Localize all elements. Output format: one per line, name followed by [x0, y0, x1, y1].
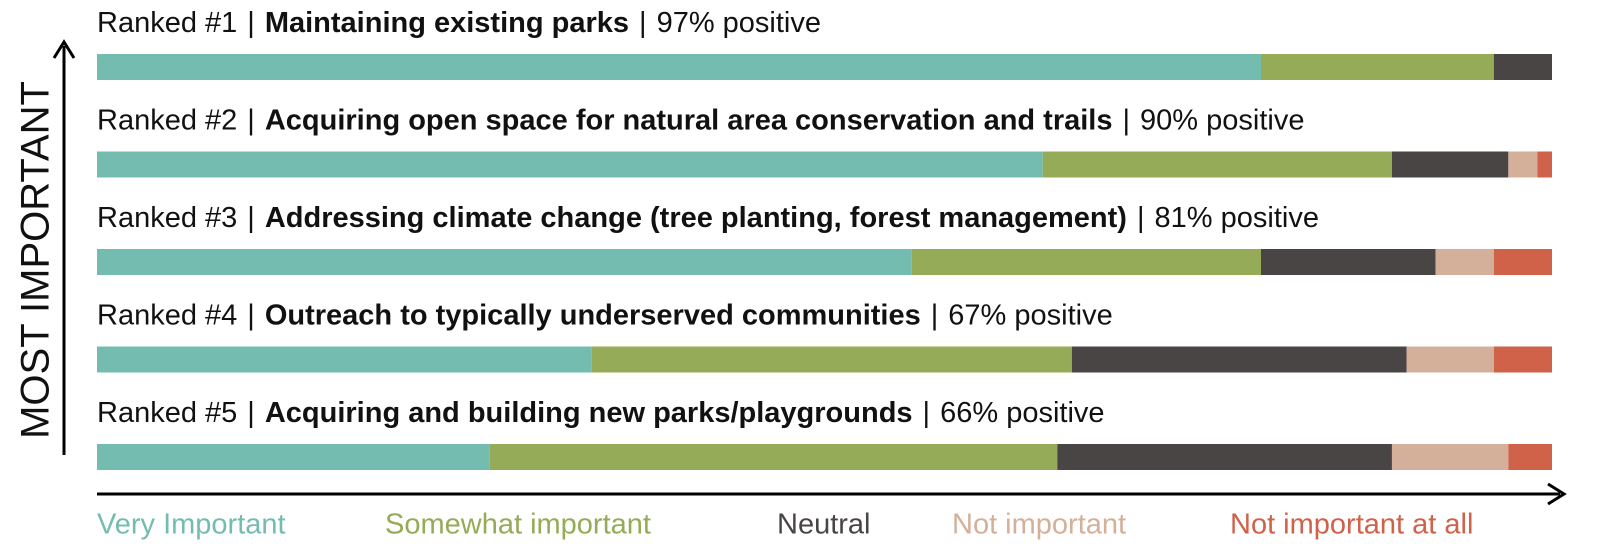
separator: |	[247, 7, 255, 39]
bar-segment	[1406, 346, 1494, 373]
bar-segment	[1493, 54, 1552, 80]
separator: |	[247, 202, 255, 234]
y-axis-label: MOST IMPORTANT	[14, 81, 58, 439]
category-name: Maintaining existing parks	[265, 7, 629, 39]
bar-segment	[1508, 444, 1552, 470]
separator: |	[247, 397, 255, 429]
rank: Ranked #4	[97, 299, 237, 331]
separator: |	[639, 7, 647, 39]
positive-label: 66% positive	[940, 397, 1104, 429]
bar-segment	[97, 346, 592, 373]
bar-segment	[1071, 346, 1407, 373]
bar-segment	[1261, 54, 1494, 80]
legend-entry: Somewhat important	[385, 509, 651, 541]
rank: Ranked #2	[97, 104, 237, 136]
rank: Ranked #1	[97, 7, 237, 39]
category-name: Acquiring open space for natural area co…	[265, 104, 1113, 136]
row-label: Ranked #5 | Acquiring and building new par…	[97, 397, 1105, 429]
bar-segment	[1261, 249, 1436, 275]
separator: |	[247, 104, 255, 136]
legend-entry: Neutral	[777, 509, 871, 541]
bar-segment	[1391, 444, 1509, 470]
bar-segment	[97, 444, 490, 470]
category-name: Acquiring and building new parks/playgro…	[265, 397, 913, 429]
category-name: Outreach to typically underserved commun…	[265, 299, 921, 331]
x-arrow-head	[1547, 482, 1567, 506]
separator: |	[1137, 202, 1145, 234]
bar-segment	[1493, 346, 1552, 373]
legend-entry: Not important at all	[1230, 509, 1473, 541]
separator: |	[923, 397, 931, 429]
bar-segment	[591, 346, 1072, 373]
rank: Ranked #3	[97, 202, 237, 234]
bar-segment	[489, 444, 1058, 470]
bar-segment	[1493, 249, 1552, 275]
bar-segment	[1435, 249, 1494, 275]
bar-segment	[1391, 151, 1509, 178]
row-label: Ranked #3 | Addressing climate change (tre…	[97, 202, 1319, 234]
positive-label: 97% positive	[657, 7, 821, 39]
bar-segment	[1508, 151, 1538, 178]
row-label: Ranked #1 | Maintaining existing parks | 97%…	[97, 7, 821, 39]
bar-segment	[1042, 151, 1392, 178]
bar-segment	[97, 54, 1261, 80]
separator: |	[1123, 104, 1131, 136]
y-arrow-head	[52, 39, 76, 59]
positive-label: 67% positive	[948, 299, 1112, 331]
category-name: Addressing climate change (tree planting…	[265, 202, 1127, 234]
legend-entry: Not important	[952, 509, 1126, 541]
row-label: Ranked #2 | Acquiring open space for natur…	[97, 104, 1304, 136]
rank: Ranked #5	[97, 397, 237, 429]
bar-segment	[97, 249, 912, 275]
bar-segment	[1057, 444, 1392, 470]
separator: |	[247, 299, 255, 331]
positive-label: 81% positive	[1155, 202, 1319, 234]
row-label: Ranked #4 | Outreach to typically underser…	[97, 299, 1113, 331]
bar-segment	[1537, 151, 1552, 178]
legend-entry: Very Important	[97, 509, 286, 541]
bar-segment	[911, 249, 1261, 275]
bar-segment	[97, 151, 1043, 178]
separator: |	[931, 299, 939, 331]
positive-label: 90% positive	[1140, 104, 1304, 136]
